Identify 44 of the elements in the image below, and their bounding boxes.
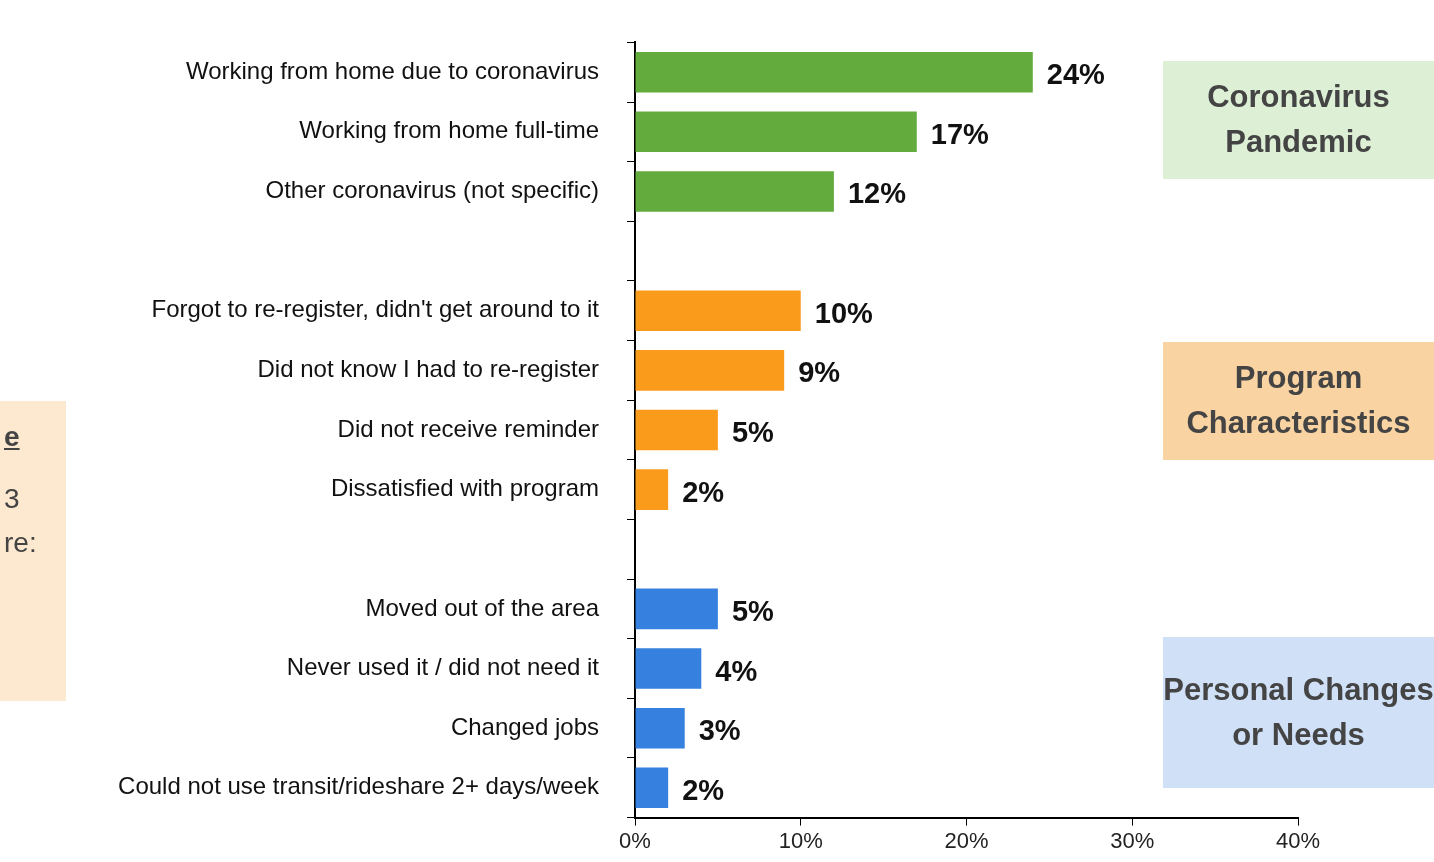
text: 3 [4, 483, 20, 515]
y-tick-label: Could not use transit/rideshare 2+ days/week [118, 772, 600, 800]
bar [635, 707, 685, 749]
annotation: Coronavirus Pandemic [1163, 61, 1434, 179]
y-tick-label: Did not receive reminder [337, 414, 599, 442]
x-tick-label: 0% [619, 827, 651, 853]
data-label: 17% [930, 117, 990, 150]
bar [635, 51, 1033, 93]
bar [635, 409, 718, 451]
y-tick-label: Changed jobs [450, 712, 599, 740]
y-tick-label: Moved out of the area [365, 593, 600, 621]
bar [635, 767, 669, 809]
data-label: 4% [715, 654, 758, 687]
data-label: 2% [682, 773, 725, 806]
data-label: 12% [847, 177, 907, 210]
y-tick-label: Did not know I had to re-register [257, 354, 599, 382]
bar [635, 171, 834, 212]
data-label: 24% [1046, 58, 1106, 91]
text: re: [4, 527, 37, 559]
bar [635, 290, 801, 332]
data-label: 3% [698, 714, 741, 747]
y-tick-label: Working from home full-time [299, 116, 599, 144]
data-label: 9% [798, 356, 841, 389]
x-tick-label: 10% [778, 827, 823, 853]
data-label: 5% [731, 594, 774, 627]
y-tick-label: Forgot to re-register, didn't get around to it [151, 295, 600, 323]
data-label: 5% [731, 416, 774, 448]
data-label: 2% [682, 475, 725, 508]
y-tick-label: Never used it / did not need it [286, 653, 600, 681]
y-tick-label: Working from home due to coronavirus [185, 56, 599, 84]
annotation: Personal Changes or Needs [1163, 637, 1434, 788]
bar [635, 588, 718, 630]
bar [635, 111, 917, 153]
x-tick-label: 20% [944, 827, 989, 853]
y-tick-label: Other coronavirus (not specific) [265, 176, 599, 204]
annotation: Program Characteristics [1163, 342, 1434, 460]
x-tick-label: 40% [1275, 827, 1321, 853]
data-label: 10% [814, 296, 874, 329]
text: e [4, 421, 20, 453]
bar [635, 350, 785, 391]
x-tick-label: 30% [1110, 827, 1155, 853]
bar [635, 648, 702, 689]
y-tick-label: Dissatisfied with program [330, 474, 599, 502]
bar [635, 469, 669, 510]
